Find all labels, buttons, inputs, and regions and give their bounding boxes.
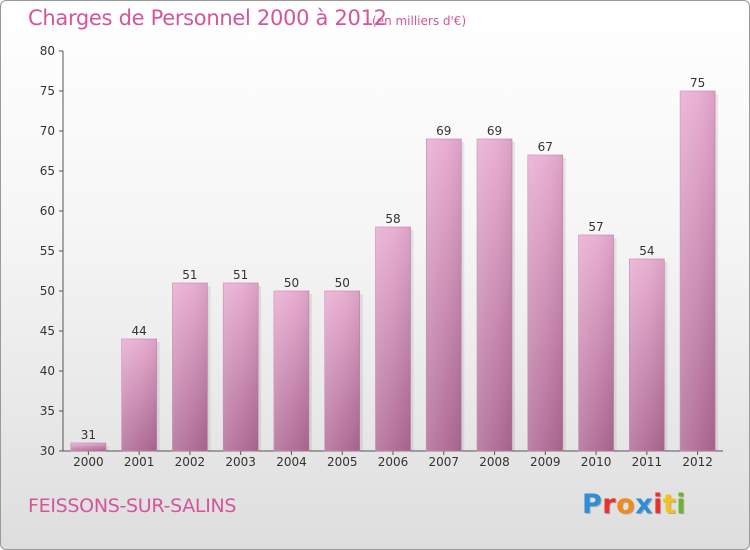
data-label-2004: 50 <box>284 276 299 290</box>
logo-letter: i <box>653 489 663 520</box>
y-tick-label: 75 <box>40 84 55 98</box>
data-label-2008: 69 <box>487 124 502 138</box>
bar-shade <box>680 91 716 451</box>
bar-shade <box>121 339 157 451</box>
data-label-2011: 54 <box>639 244 654 258</box>
logo-letter: t <box>662 489 677 520</box>
commune-name: FEISSONS-SUR-SALINS <box>28 495 237 517</box>
x-tick-label: 2005 <box>327 455 358 469</box>
bar-shade <box>426 139 462 451</box>
x-tick-label: 2010 <box>581 455 612 469</box>
data-label-2002: 51 <box>182 268 197 282</box>
y-tick-label: 50 <box>40 284 55 298</box>
data-label-2009: 67 <box>538 140 553 154</box>
x-tick-label: 2004 <box>276 455 307 469</box>
chart-title: Charges de Personnel 2000 à 2012 <box>28 6 387 30</box>
bar-shade <box>273 291 309 451</box>
x-tick-label: 2002 <box>175 455 206 469</box>
data-label-2000: 31 <box>81 428 96 442</box>
y-tick-label: 40 <box>40 364 55 378</box>
bar-shade <box>527 155 563 451</box>
y-tick-label: 65 <box>40 164 55 178</box>
x-tick-label: 2012 <box>682 455 713 469</box>
bar-shade <box>629 259 665 451</box>
x-tick-label: 2006 <box>378 455 409 469</box>
data-label-2007: 69 <box>436 124 451 138</box>
x-tick-label: 2000 <box>73 455 104 469</box>
bar-shade <box>223 283 259 451</box>
bar-shade <box>578 235 614 451</box>
bar-shade <box>477 139 513 451</box>
chart-subtitle: (en milliers d'€) <box>372 14 467 28</box>
bar-shade <box>375 227 411 451</box>
proxiti-logo: Proxiti <box>582 489 686 520</box>
x-tick-label: 2003 <box>225 455 256 469</box>
data-label-2006: 58 <box>385 212 400 226</box>
y-tick-label: 80 <box>40 44 55 58</box>
y-tick-label: 70 <box>40 124 55 138</box>
data-label-2003: 51 <box>233 268 248 282</box>
bar-shade <box>70 443 106 451</box>
x-tick-label: 2009 <box>530 455 561 469</box>
bars <box>70 90 719 452</box>
x-tick-label: 2011 <box>632 455 663 469</box>
bar-shade <box>324 291 360 451</box>
y-tick-label: 60 <box>40 204 55 218</box>
data-label-2005: 50 <box>335 276 350 290</box>
x-tick-label: 2008 <box>479 455 510 469</box>
y-tick-label: 55 <box>40 244 55 258</box>
logo-letter: i <box>676 489 687 520</box>
bar-shade <box>172 283 208 451</box>
data-labels: 31 44 51 51 50 50 58 69 69 67 57 54 75 <box>81 76 706 442</box>
data-label-2001: 44 <box>132 324 147 338</box>
x-tick-label: 2001 <box>124 455 155 469</box>
logo-letter: r <box>602 489 617 520</box>
y-tick-label: 30 <box>40 444 55 458</box>
logo-letter: x <box>635 489 654 520</box>
data-label-2010: 57 <box>588 220 603 234</box>
x-tick-label: 2007 <box>428 455 459 469</box>
logo-letter: o <box>616 489 636 520</box>
axes: 30 35 40 45 50 55 60 65 70 75 80 2000 2001 2002 2003 20… <box>40 44 723 469</box>
data-label-2012: 75 <box>690 76 705 90</box>
y-tick-label: 35 <box>40 404 55 418</box>
logo-letter: P <box>582 489 603 520</box>
y-tick-label: 45 <box>40 324 55 338</box>
